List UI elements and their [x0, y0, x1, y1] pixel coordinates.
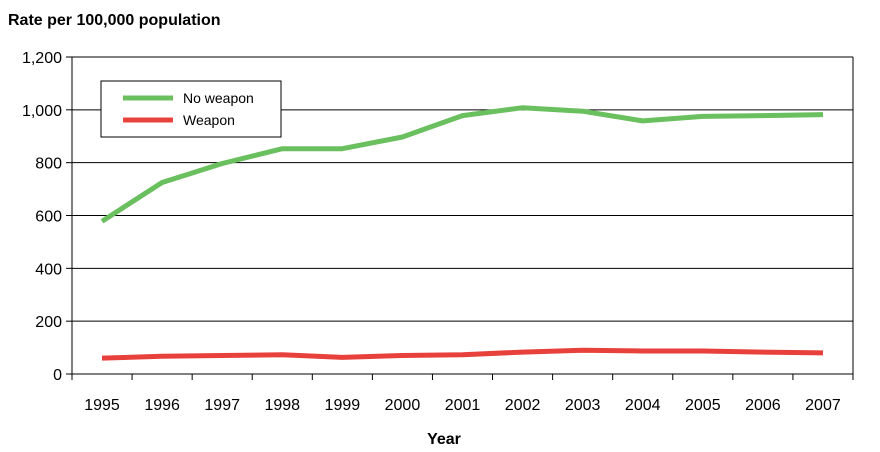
- x-axis-label: Year: [427, 431, 461, 448]
- x-tick-label: 1998: [264, 397, 300, 414]
- x-tick-label: 1999: [325, 397, 361, 414]
- x-tick-label: 1995: [84, 397, 120, 414]
- legend-box: [100, 80, 282, 138]
- legend-label: No weapon: [183, 90, 254, 106]
- series-line-weapon: [101, 347, 824, 361]
- y-tick-label: 1,000: [22, 103, 62, 120]
- x-tick-label: 2003: [565, 397, 601, 414]
- gridlines: [72, 109, 853, 322]
- x-tick-label: 2005: [685, 397, 721, 414]
- y-tick-label: 1,200: [22, 50, 62, 67]
- series-lines: [100, 105, 824, 361]
- y-axis-label: Rate per 100,000 population: [8, 12, 221, 29]
- x-tick-labels: 1995 1996 1997 1998 1999 2000 2001 2002 2003 2004…: [84, 397, 841, 414]
- x-tick-label: 2001: [445, 397, 481, 414]
- y-tick-label: 800: [35, 156, 62, 173]
- x-tick-label: 2002: [505, 397, 541, 414]
- x-tick-label: 2007: [805, 397, 841, 414]
- axes: [66, 56, 854, 380]
- x-tick-label: 2004: [625, 397, 661, 414]
- legend: No weapon Weapon: [100, 80, 282, 138]
- y-tick-labels: 0 200 400 600 800 1,000 1,200: [22, 50, 62, 384]
- x-tick-label: 1996: [144, 397, 180, 414]
- x-tick-label: 2006: [745, 397, 781, 414]
- y-tick-label: 600: [35, 209, 62, 226]
- y-tick-label: 200: [35, 314, 62, 331]
- x-tick-label: 1997: [204, 397, 240, 414]
- y-tick-label: 400: [35, 261, 62, 278]
- x-tick-label: 2000: [385, 397, 421, 414]
- y-tick-label: 0: [53, 367, 62, 384]
- legend-label: Weapon: [183, 112, 235, 128]
